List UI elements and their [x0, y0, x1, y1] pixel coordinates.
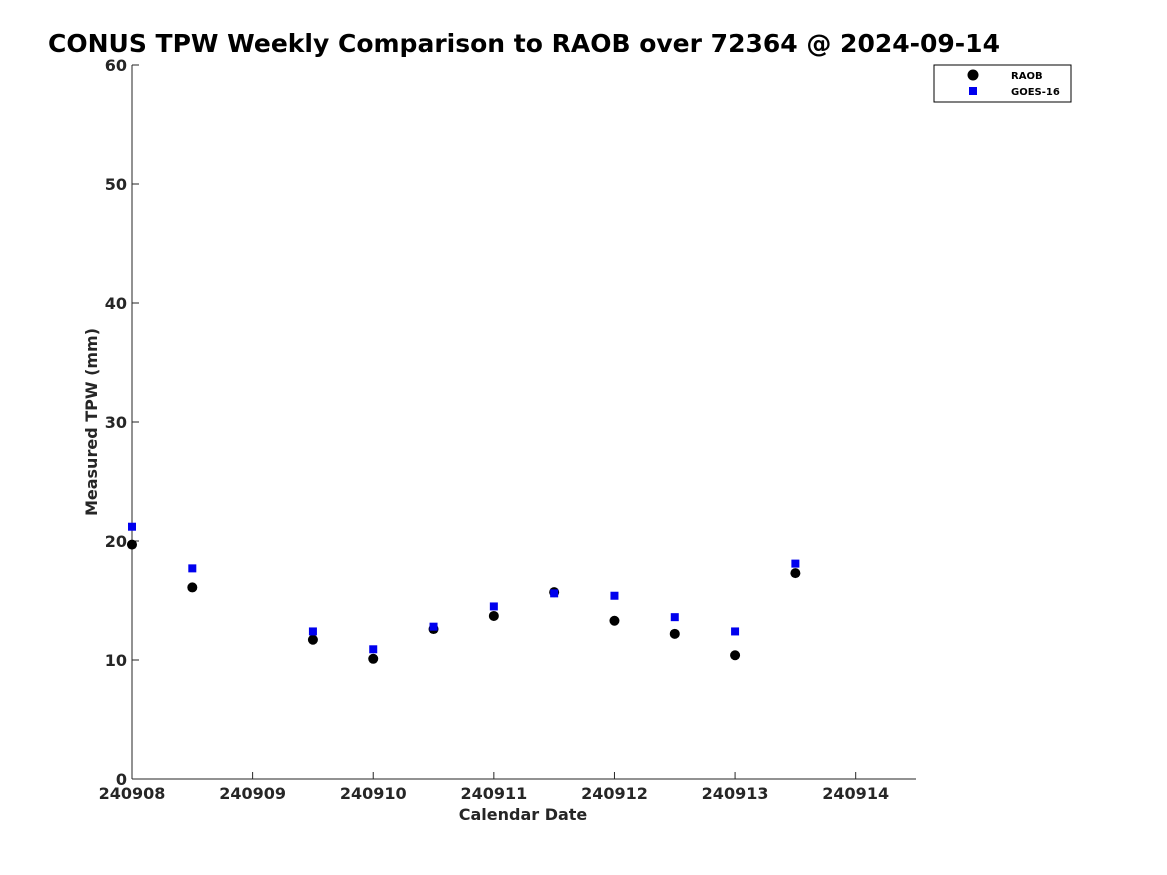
y-tick-label: 20 [105, 532, 127, 551]
goes16-point [128, 522, 136, 531]
legend-marker-raob [967, 69, 979, 81]
y-tick-label: 60 [105, 56, 127, 75]
x-tick-label: 240909 [219, 784, 286, 803]
x-axis-label: Calendar Date [459, 805, 588, 824]
goes16-point [670, 613, 679, 622]
x-tick-label: 240908 [99, 784, 166, 803]
raob-point [307, 634, 318, 645]
goes16-point [369, 645, 378, 654]
x-tick-label: 240911 [460, 784, 527, 803]
legend-label-raob: RAOB [1011, 71, 1043, 82]
legend-marker-goes16 [969, 87, 977, 95]
x-tick-label: 240913 [702, 784, 769, 803]
goes16-point [489, 602, 498, 611]
y-tick-label: 30 [105, 413, 127, 432]
raob-point [669, 628, 680, 639]
data-points [127, 522, 801, 664]
legend-label-goes16: GOES-16 [1011, 87, 1060, 98]
legend: RAOB GOES-16 [933, 64, 1072, 103]
y-tick-label: 10 [105, 651, 127, 670]
raob-point [187, 582, 198, 593]
goes16-point [188, 564, 197, 573]
goes16-point [429, 622, 438, 631]
legend-box [933, 64, 1072, 103]
x-tick-label: 240912 [581, 784, 648, 803]
y-tick-label: 40 [105, 294, 127, 313]
goes16-point [731, 627, 740, 636]
y-tick-label: 50 [105, 175, 127, 194]
goes16-point [550, 589, 559, 598]
chart-title: CONUS TPW Weekly Comparison to RAOB over… [48, 29, 1000, 58]
x-axis-ticks: 240908 240909 240910 240911 240912 240913 2409… [99, 772, 889, 803]
raob-point [368, 653, 379, 664]
raob-point [127, 539, 137, 550]
raob-point [488, 610, 499, 621]
y-axis-label: Measured TPW (mm) [82, 328, 101, 516]
axes [131, 65, 916, 780]
goes16-point [791, 559, 800, 568]
raob-point [730, 650, 741, 661]
raob-point [790, 568, 801, 579]
y-axis-ticks: 0 10 20 30 40 50 60 [105, 56, 139, 789]
goes16-point [308, 627, 317, 636]
x-tick-label: 240914 [822, 784, 889, 803]
y-tick-label: 0 [116, 770, 127, 789]
raob-point [609, 615, 620, 626]
x-tick-label: 240910 [340, 784, 407, 803]
goes16-point [610, 591, 619, 600]
